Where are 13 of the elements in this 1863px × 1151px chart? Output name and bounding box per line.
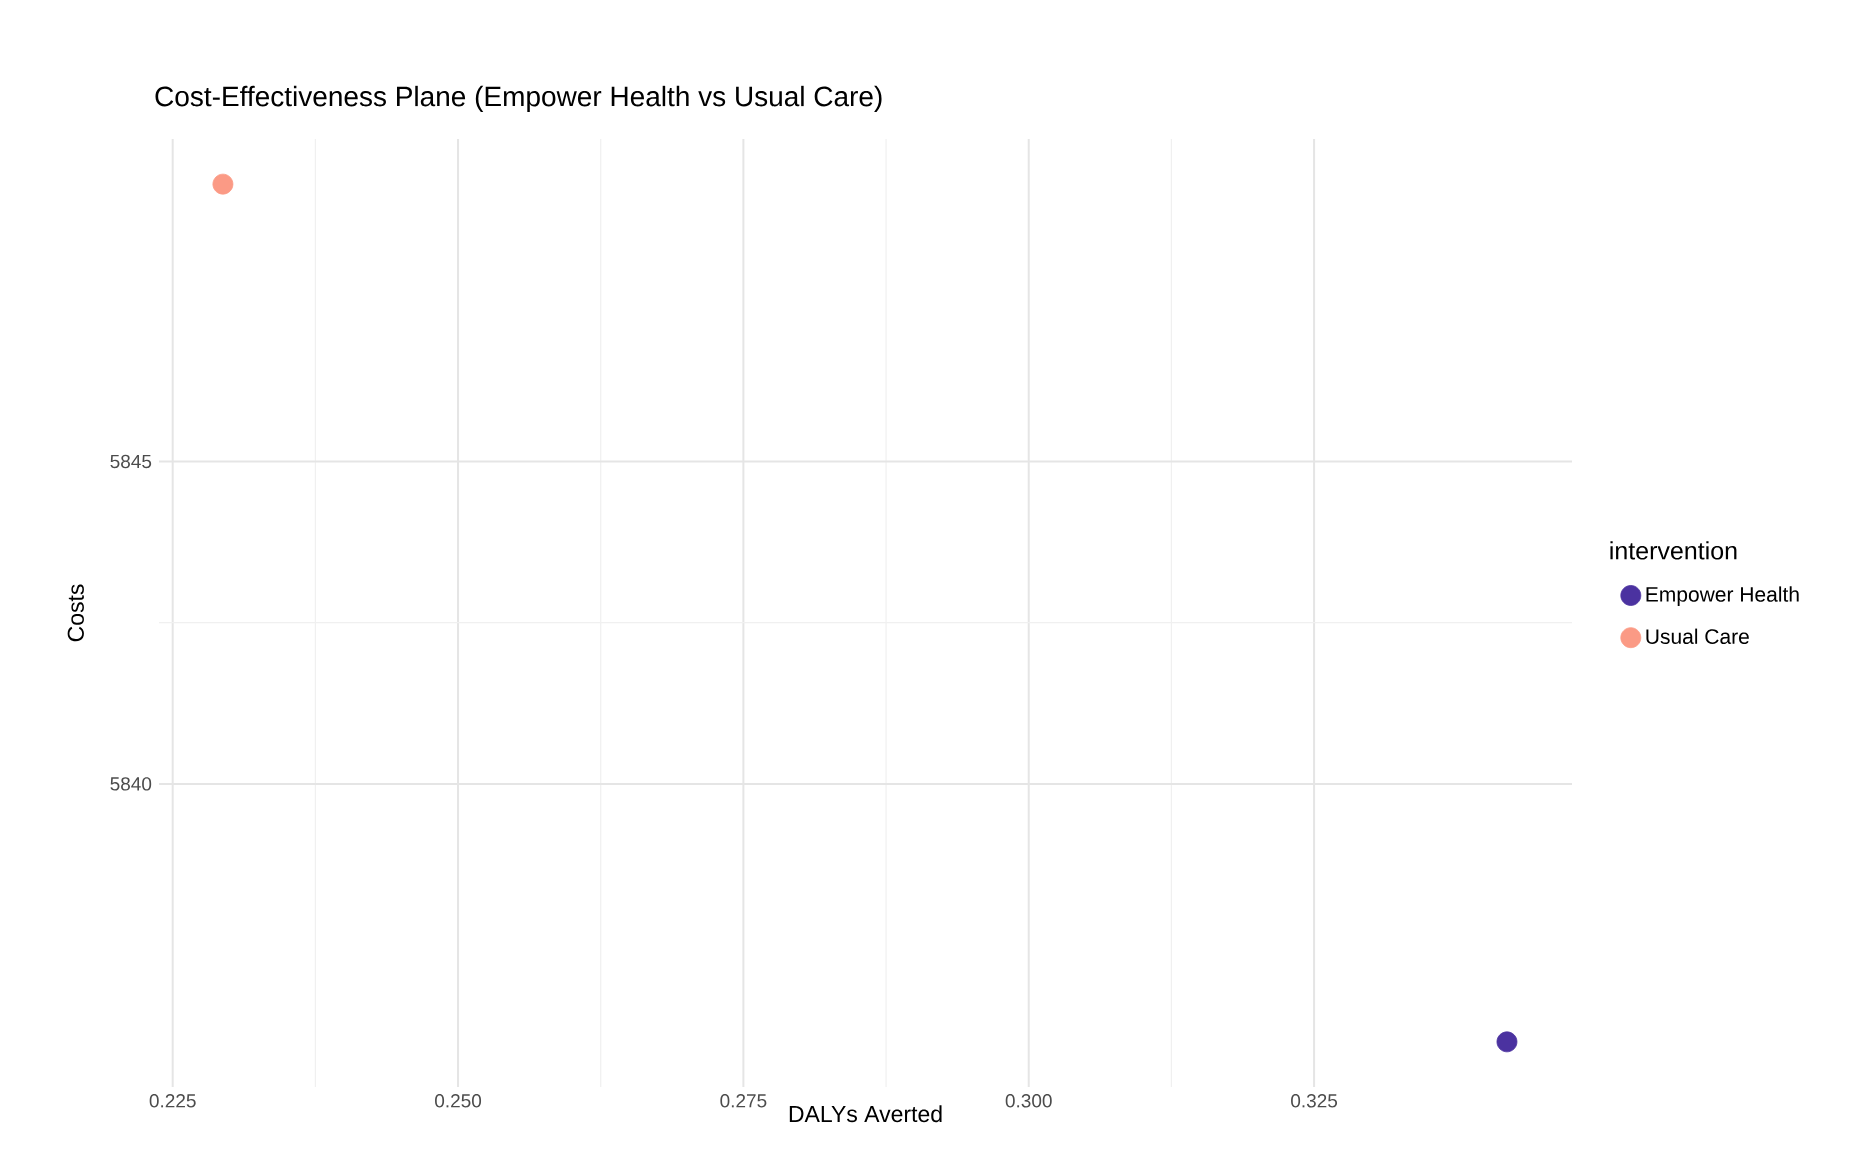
y-axis-title: Costs [67, 584, 84, 642]
x-axis-title: DALYs Averted [789, 1105, 942, 1123]
x-tick-label: 0.325 [1291, 1094, 1338, 1108]
x-tick-label: 0.300 [1005, 1094, 1052, 1108]
y-tick-label: 5840 [110, 777, 152, 791]
x-tick-label: 0.225 [149, 1094, 196, 1108]
legend-label: Usual Care [1646, 628, 1749, 645]
y-tick-label: 5845 [110, 454, 152, 469]
legend-title: intervention [1610, 541, 1737, 560]
x-tick-label: 0.275 [720, 1094, 767, 1108]
chart-title: Cost-Effectiveness Plane (Empower Health vs Usual Care) [155, 85, 882, 112]
x-tick-label: 0.250 [435, 1094, 482, 1108]
legend-label: Empower Health [1646, 586, 1799, 606]
